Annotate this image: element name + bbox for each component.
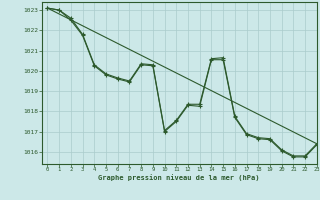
X-axis label: Graphe pression niveau de la mer (hPa): Graphe pression niveau de la mer (hPa)	[99, 174, 260, 181]
